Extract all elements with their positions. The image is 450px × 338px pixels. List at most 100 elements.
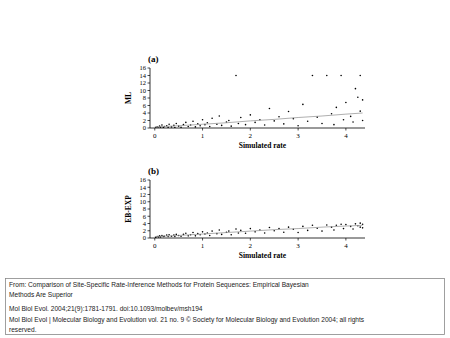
- point: [302, 226, 304, 228]
- point: [362, 223, 364, 225]
- point: [336, 225, 338, 227]
- y-tick: [148, 90, 151, 91]
- x-axis-label: Simulated rate: [239, 141, 287, 150]
- point: [343, 119, 345, 121]
- x-axis: [150, 128, 365, 129]
- point: [331, 113, 333, 115]
- trend-line: [155, 225, 363, 236]
- point: [245, 232, 247, 234]
- point: [340, 75, 342, 77]
- point: [307, 120, 309, 122]
- y-tick: [148, 128, 151, 129]
- y-tick: [148, 187, 151, 188]
- point: [250, 114, 252, 116]
- point: [345, 224, 347, 226]
- point: [180, 126, 182, 128]
- y-tick: [148, 223, 151, 224]
- point: [340, 223, 342, 225]
- point: [345, 102, 347, 104]
- trend-line: [155, 113, 363, 127]
- panel: (b)024681012141601234Simulated rateEB-EX…: [124, 166, 365, 260]
- y-tick-label: 4: [143, 220, 147, 227]
- y-tick-label: 0: [143, 124, 146, 131]
- point: [161, 124, 163, 126]
- panel-label: (b): [148, 166, 159, 176]
- y-tick: [148, 209, 151, 210]
- point: [195, 126, 197, 128]
- plot-area: [155, 75, 364, 128]
- panel: (a)024681012141601234Simulated rateML: [124, 54, 365, 150]
- point: [269, 227, 271, 229]
- x-tick: [250, 128, 251, 131]
- point: [288, 111, 290, 113]
- point: [297, 232, 299, 234]
- y-tick-label: 12: [140, 79, 147, 86]
- caption-box: [6, 279, 445, 335]
- x-tick: [298, 128, 299, 131]
- point: [168, 234, 170, 236]
- point: [221, 234, 223, 236]
- point: [167, 126, 169, 128]
- point: [240, 230, 242, 232]
- caption-line: reserved.: [9, 326, 37, 333]
- y-tick: [148, 105, 151, 106]
- point: [192, 120, 194, 122]
- y-tick: [148, 216, 151, 217]
- point: [278, 116, 280, 118]
- y-tick: [148, 194, 151, 195]
- point: [355, 223, 357, 225]
- point: [336, 107, 338, 109]
- point: [238, 232, 240, 234]
- x-axis-label: Simulated rate: [239, 251, 287, 260]
- point: [192, 232, 194, 234]
- x-tick-label: 3: [296, 242, 300, 250]
- y-tick: [148, 75, 151, 76]
- x-tick-label: 1: [201, 132, 205, 140]
- x-tick-label: 4: [344, 132, 348, 140]
- point: [207, 122, 209, 124]
- x-tick-label: 1: [201, 242, 205, 250]
- panel-label: (a): [148, 54, 159, 64]
- x-tick: [202, 128, 203, 131]
- point: [254, 231, 256, 233]
- point: [235, 228, 237, 230]
- y-tick-label: 14: [140, 72, 147, 79]
- y-tick-label: 12: [140, 191, 147, 198]
- point: [235, 75, 237, 77]
- x-tick: [345, 128, 346, 131]
- point: [326, 224, 328, 226]
- point: [230, 234, 232, 236]
- point: [359, 222, 361, 224]
- point: [352, 228, 354, 230]
- point: [269, 108, 271, 110]
- y-tick-label: 16: [140, 64, 147, 71]
- y-tick: [148, 201, 151, 202]
- point: [221, 125, 223, 127]
- point: [362, 120, 364, 122]
- y-tick: [148, 180, 151, 181]
- point: [199, 125, 201, 127]
- point: [355, 88, 357, 90]
- background: [0, 0, 450, 338]
- point: [264, 124, 266, 126]
- y-tick-label: 8: [143, 94, 146, 101]
- caption-line: Mol Biol Evol. 2004;21(9):1781-1791. doi…: [9, 305, 203, 313]
- y-tick: [148, 120, 151, 121]
- y-tick-label: 6: [143, 102, 147, 109]
- y-tick: [148, 83, 151, 84]
- point: [350, 116, 352, 118]
- point: [343, 228, 345, 230]
- point: [168, 123, 170, 125]
- point: [288, 226, 290, 228]
- point: [283, 231, 285, 233]
- point: [174, 127, 176, 128]
- point: [359, 75, 361, 77]
- y-axis-label: ML: [124, 92, 133, 104]
- slide: (a)024681012141601234Simulated rateML(b)…: [0, 0, 450, 338]
- point: [321, 123, 323, 125]
- y-tick-label: 8: [143, 205, 146, 212]
- point: [195, 235, 197, 237]
- point: [175, 123, 177, 125]
- caption-line: From: Comparison of Site-Specific Rate-I…: [9, 281, 309, 289]
- point: [228, 120, 230, 122]
